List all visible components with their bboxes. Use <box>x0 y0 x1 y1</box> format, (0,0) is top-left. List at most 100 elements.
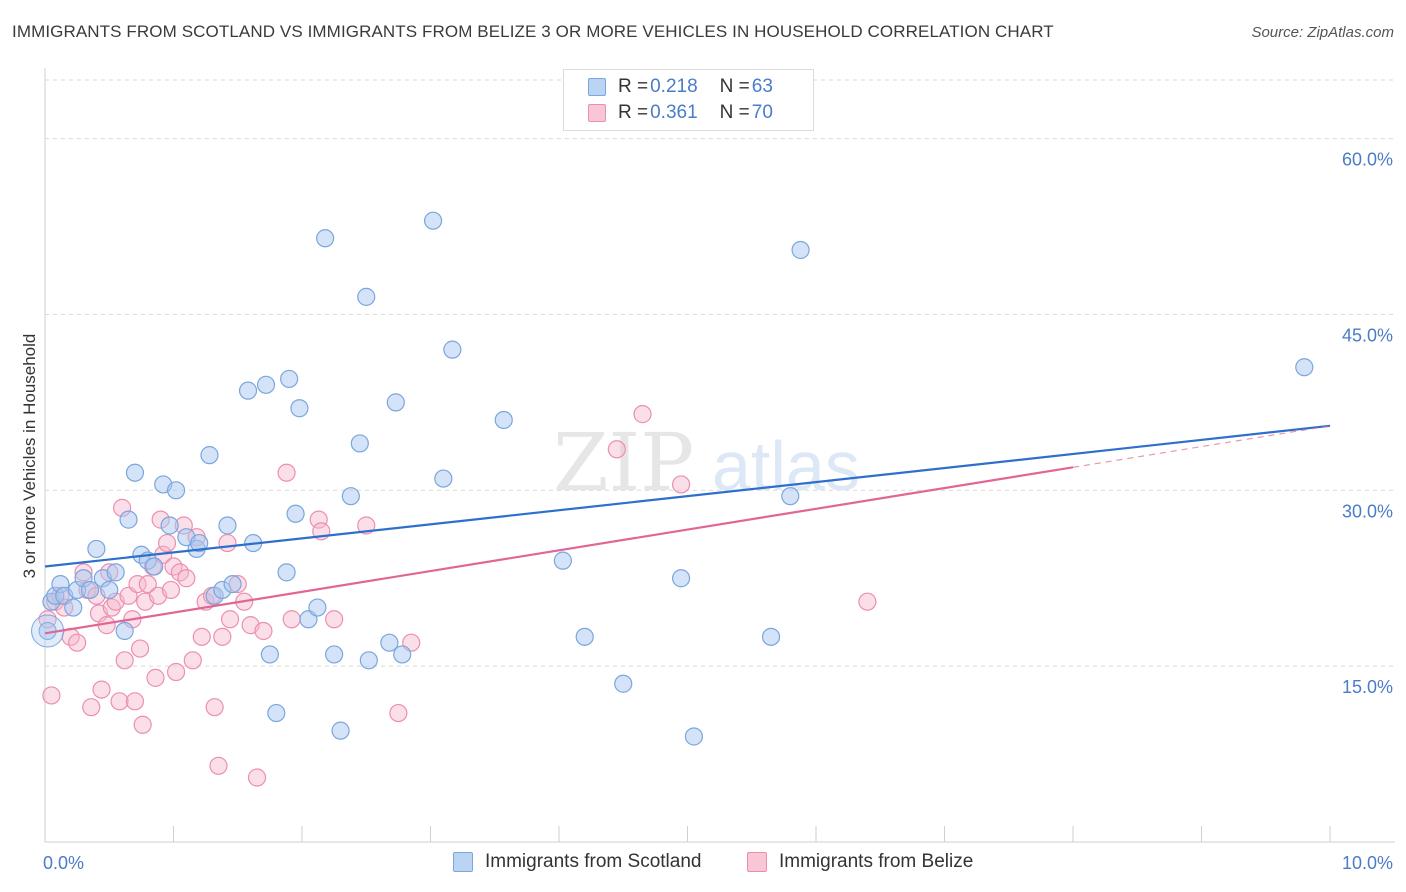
point-belize <box>254 621 273 641</box>
legend-swatch-scotland <box>588 78 606 96</box>
point-belize <box>282 610 301 629</box>
point-scotland <box>331 721 350 740</box>
point-scotland <box>443 340 462 359</box>
point-scotland <box>341 487 360 506</box>
point-scotland <box>200 446 219 465</box>
point-scotland <box>100 580 119 600</box>
point-belize <box>177 569 196 588</box>
point-scotland <box>115 621 134 641</box>
bottom-legend-label-belize: Immigrants from Belize <box>779 851 974 872</box>
point-scotland <box>553 551 572 570</box>
point-scotland <box>286 504 305 523</box>
point-scotland <box>575 627 594 646</box>
legend-n-label: N = <box>719 76 750 97</box>
point-scotland <box>386 393 405 412</box>
bottom-legend-label-scotland: Immigrants from Scotland <box>485 851 702 872</box>
legend-r-label: R = <box>618 76 649 97</box>
bottom-legend-swatch-scotland <box>453 852 473 872</box>
point-scotland <box>260 645 279 664</box>
y-tick-label: 30.0% <box>1342 501 1393 521</box>
point-belize <box>166 662 186 682</box>
point-scotland <box>684 727 704 746</box>
point-scotland <box>277 563 296 582</box>
point-scotland <box>238 381 258 400</box>
point-belize <box>115 651 134 670</box>
point-scotland <box>316 229 335 248</box>
legend-r-label: R = <box>618 102 649 123</box>
point-scotland <box>494 410 513 430</box>
point-scotland <box>357 287 376 306</box>
point-belize <box>128 574 147 594</box>
point-scotland <box>119 510 138 529</box>
point-scotland <box>218 516 237 535</box>
y-tick-label: 15.0% <box>1342 677 1393 697</box>
point-belize <box>138 574 157 594</box>
trend-line-scotland <box>44 424 1331 568</box>
point-scotland <box>380 633 399 652</box>
series-belize-points <box>38 405 877 787</box>
point-scotland <box>791 240 810 260</box>
point-belize <box>130 639 150 658</box>
point-belize <box>157 533 177 553</box>
axes <box>44 68 1395 843</box>
point-scotland <box>434 469 453 488</box>
watermark: ZIP atlas <box>553 416 860 509</box>
legend-row-scotland: R = 0.218 N = 63 <box>588 75 773 99</box>
legend-n-label: N = <box>719 102 750 123</box>
point-scotland <box>290 399 309 418</box>
point-belize <box>205 698 224 717</box>
point-scotland <box>267 703 286 723</box>
legend-n-value: 63 <box>751 76 773 97</box>
point-belize <box>309 510 328 529</box>
point-belize <box>389 703 408 723</box>
legend-box: R = 0.218 N = 63 R = 0.361 N = 70 <box>563 69 814 131</box>
point-belize <box>183 651 202 670</box>
x-tick-label: 0.0% <box>43 853 84 873</box>
trend-lines <box>44 424 1331 635</box>
tick-labels: 15.0% 30.0% 45.0% 60.0% 0.0% 10.0% <box>43 150 1393 873</box>
point-belize <box>218 533 237 553</box>
y-tick-label: 60.0% <box>1342 150 1393 170</box>
point-scotland <box>256 375 276 394</box>
bottom-legend-belize: Immigrants from Belize <box>747 851 973 873</box>
point-scotland <box>160 516 179 535</box>
point-belize <box>633 405 652 424</box>
point-belize <box>357 516 376 535</box>
point-scotland <box>761 627 781 646</box>
bottom-legend-swatch-belize <box>747 852 767 872</box>
bottom-legend: Immigrants from Scotland Immigrants from… <box>0 851 1406 879</box>
x-tick-label: 10.0% <box>1342 853 1393 873</box>
y-tick-label: 45.0% <box>1342 325 1393 345</box>
point-scotland <box>125 463 145 482</box>
legend-row-belize: R = 0.361 N = 70 <box>588 101 773 125</box>
point-scotland <box>223 574 242 594</box>
point-belize <box>92 680 111 699</box>
point-scotland <box>145 557 164 576</box>
point-belize <box>671 475 691 494</box>
point-scotland <box>350 434 369 453</box>
point-scotland <box>64 598 83 617</box>
point-scotland <box>190 533 209 553</box>
point-belize <box>68 633 87 652</box>
point-belize <box>133 715 152 734</box>
chart-title: IMMIGRANTS FROM SCOTLAND VS IMMIGRANTS F… <box>12 22 1054 41</box>
y-axis-label: 3 or more Vehicles in Household <box>20 334 39 579</box>
legend-n-value: 70 <box>751 102 773 123</box>
point-belize <box>42 686 61 705</box>
point-belize <box>161 580 181 600</box>
point-belize <box>209 756 228 775</box>
point-scotland <box>325 645 344 664</box>
point-belize <box>607 440 626 459</box>
point-belize <box>858 592 877 611</box>
trend-line-belize <box>44 466 1074 635</box>
point-belize <box>220 610 240 629</box>
point-scotland <box>671 569 691 588</box>
point-belize <box>213 627 232 646</box>
point-belize <box>192 627 211 646</box>
trend-line-belize-dashed <box>1072 425 1331 468</box>
point-scotland <box>166 481 186 500</box>
point-belize <box>110 692 129 711</box>
point-scotland <box>1295 358 1314 377</box>
bottom-legend-scotland: Immigrants from Scotland <box>453 851 701 873</box>
